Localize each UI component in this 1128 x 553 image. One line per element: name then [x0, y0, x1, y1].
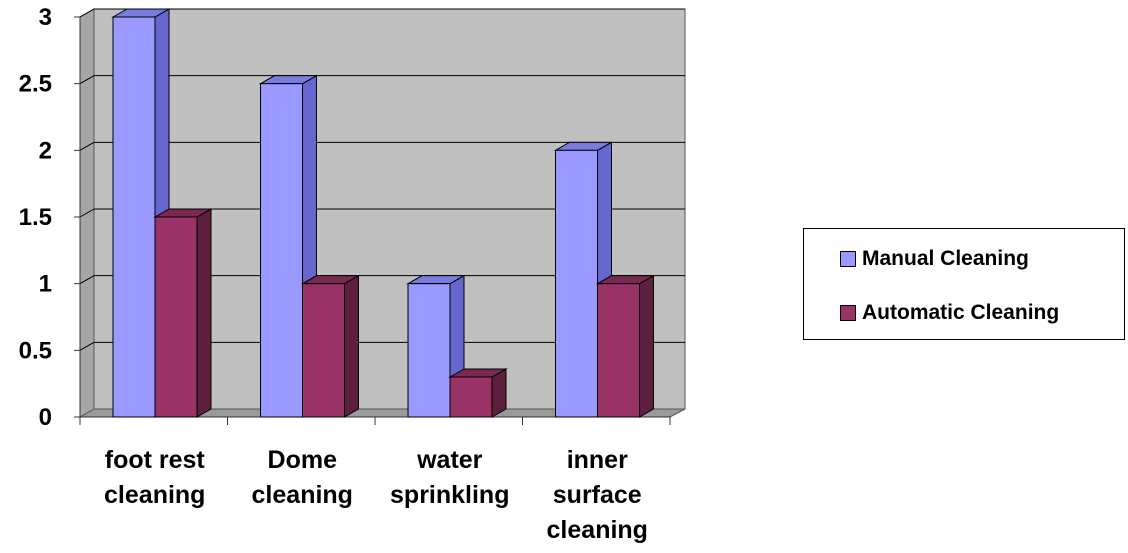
bar-1-3	[595, 274, 656, 418]
legend-item-manual: Manual Cleaning	[840, 247, 1029, 271]
x-category-label-3-line-0: inner	[567, 446, 628, 474]
bar-side-1-3	[639, 274, 654, 418]
bar-front-1-3	[597, 283, 640, 418]
legend: Manual Cleaning Automatic Cleaning	[803, 228, 1125, 340]
bars	[111, 8, 656, 418]
x-category-label-1: Dome cleaning	[252, 446, 353, 509]
gridline-side-1	[79, 341, 95, 351]
y-tick-label-2: 1	[39, 271, 52, 298]
legend-label-automatic: Automatic Cleaning	[862, 301, 1060, 324]
gridline-side-2	[79, 275, 95, 285]
x-category-label-2: water sprinkling	[390, 446, 509, 509]
y-tick-label-0: 0	[39, 404, 52, 431]
gridline-side-3	[79, 208, 95, 218]
x-category-label-0-line-0: foot rest	[105, 446, 206, 474]
bar-front-0-0	[112, 16, 156, 418]
y-tick-label-5: 2.5	[19, 71, 52, 98]
x-category-label-1-line-0: Dome	[268, 446, 338, 474]
x-category-label-0-line-1: cleaning	[104, 481, 205, 509]
bar-front-0-1	[260, 83, 303, 418]
bar-1-0	[153, 208, 213, 418]
x-category-label-2-line-1: sprinkling	[390, 481, 509, 509]
bar-1-1	[300, 274, 361, 418]
x-category-labels: foot rest cleaning Dome cleaning water sprink…	[104, 446, 648, 544]
x-category-label-3-line-2: cleaning	[547, 516, 648, 544]
bar-side-1-0	[196, 208, 212, 418]
bar-side-1-1	[344, 274, 359, 418]
legend-label-manual: Manual Cleaning	[862, 247, 1029, 270]
gridline-side-5	[79, 75, 95, 85]
x-category-label-3: inner surface cleaning	[547, 446, 648, 544]
bar-1-2	[448, 368, 508, 418]
bar-front-0-2	[407, 283, 451, 418]
bar-front-1-2	[449, 376, 493, 418]
x-category-label-1-line-1: cleaning	[252, 481, 353, 509]
bar-front-1-0	[154, 216, 198, 418]
gridline-side-6	[79, 8, 95, 18]
y-tick-label-3: 1.5	[19, 204, 52, 231]
bar-front-1-1	[302, 283, 345, 418]
bar-0-2	[406, 274, 466, 418]
legend-swatch-automatic	[840, 305, 856, 321]
x-category-label-2-line-0: water	[416, 446, 483, 474]
gridline-side-4	[79, 141, 95, 151]
y-tick-labels: 0 0.5 1 1.5 2 2.5 3	[19, 4, 52, 431]
bar-front-0-3	[555, 149, 598, 418]
y-tick-label-4: 2	[39, 137, 52, 164]
legend-item-automatic: Automatic Cleaning	[840, 301, 1059, 325]
x-category-label-3-line-1: surface	[553, 481, 642, 509]
legend-swatch-manual	[840, 251, 856, 267]
y-tick-label-6: 3	[39, 4, 52, 31]
x-category-label-0: foot rest cleaning	[104, 446, 205, 509]
y-tick-label-1: 0.5	[19, 337, 52, 364]
